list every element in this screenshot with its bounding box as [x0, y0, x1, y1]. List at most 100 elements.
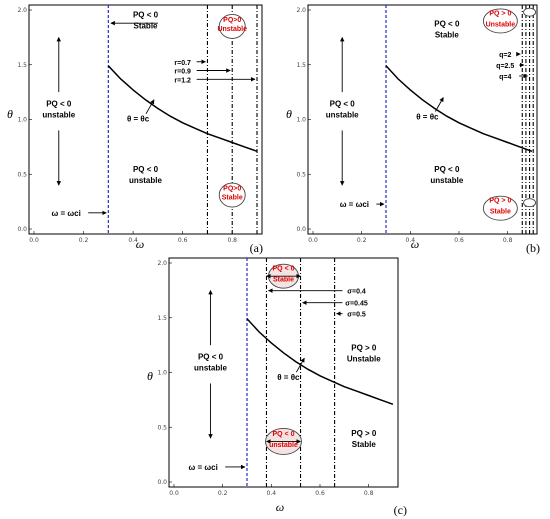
- y-axis-label: θ: [7, 107, 13, 121]
- annotation-label: σ=0.4: [347, 289, 366, 296]
- y-tick-label: 0.0: [157, 479, 167, 486]
- annotation-label: PQ < 0: [273, 266, 295, 273]
- annotation-label: Stable: [133, 22, 158, 31]
- annotation-label: ω = ωci: [189, 463, 218, 472]
- highlight-ellipse: [523, 198, 537, 208]
- annotation-label: q=2: [499, 52, 511, 59]
- panel-label: (c): [394, 503, 407, 517]
- y-tick-label: 2.0: [157, 260, 167, 267]
- panel-label: (b): [526, 241, 540, 255]
- x-axis-label: ω: [276, 500, 284, 514]
- y-tick-label: 0.0: [17, 226, 27, 233]
- annotation-label: PQ > 0: [489, 198, 511, 205]
- x-tick-label: 0.0: [169, 490, 179, 497]
- annotation-label: θ = θc: [416, 113, 439, 122]
- highlight-ellipse: [523, 7, 537, 17]
- annotation-label: θ = θc: [277, 373, 300, 382]
- annotation-label: PQ > 0: [489, 10, 511, 17]
- annotation-label: PQ < 0: [133, 11, 159, 20]
- x-tick-label: 0.6: [178, 237, 188, 244]
- highlight-ellipse: [218, 182, 246, 208]
- annotation-label: PQ>0: [223, 186, 241, 193]
- x-tick-label: 0.6: [454, 237, 464, 244]
- x-tick-label: 0.8: [503, 237, 513, 244]
- y-tick-label: 2.0: [296, 7, 306, 14]
- panel-label: (a): [250, 241, 263, 255]
- annotation-label: Stable: [352, 440, 377, 449]
- annotation-label: PQ < 0: [273, 431, 295, 438]
- annotation-label: ω = ωci: [52, 209, 81, 218]
- annotation-label: θ = θc: [127, 115, 150, 124]
- annotation-label: Unstable: [217, 26, 247, 33]
- annotation-label: PQ > 0: [351, 344, 377, 353]
- annotation-label: PQ < 0: [434, 19, 460, 28]
- annotation-label: Stable: [490, 209, 511, 216]
- annotation-label: PQ < 0: [133, 165, 159, 174]
- x-tick-label: 0.2: [79, 237, 89, 244]
- annotation-label: r=0.7: [174, 60, 191, 67]
- annotation-label: q=2.5: [496, 63, 514, 70]
- annotation-label: σ=0.45: [345, 301, 368, 308]
- annotation-label: Stable: [435, 30, 460, 39]
- y-tick-label: 2.0: [17, 7, 27, 14]
- annotation-label: r=1.2: [174, 77, 191, 84]
- y-axis-label: θ: [147, 369, 153, 383]
- x-tick-label: 0.0: [29, 237, 39, 244]
- annotation-label: ω = ωci: [340, 200, 369, 209]
- highlight-ellipse: [482, 195, 518, 221]
- annotation-label: unstable: [194, 363, 227, 372]
- annotation-label: unstable: [326, 110, 359, 119]
- x-tick-label: 0.4: [267, 490, 277, 497]
- x-axis-label: ω: [136, 237, 144, 251]
- annotation-label: PQ < 0: [434, 165, 460, 174]
- y-tick-label: 1.0: [157, 370, 167, 377]
- x-tick-label: 0.8: [227, 237, 237, 244]
- annotation-label: q=4: [499, 74, 511, 81]
- x-tick-label: 0.4: [128, 237, 138, 244]
- highlight-ellipse: [218, 13, 246, 39]
- theta-c-arrow: [295, 357, 305, 373]
- panel-a: 0.0 0.2 0.4 0.6 0.8 0.0 0.5 1.0 1.5 2.0 ω θ (a) PQ < …: [7, 4, 263, 255]
- x-tick-label: 0.8: [364, 490, 374, 497]
- annotation-label: σ=0.5: [347, 312, 366, 319]
- annotation-label: PQ > 0: [351, 429, 377, 438]
- theta-critical-curve: [246, 318, 394, 406]
- annotation-label: PQ>0: [223, 17, 241, 24]
- y-tick-label: 1.5: [17, 62, 27, 69]
- y-tick-label: 0.5: [17, 171, 27, 178]
- theta-c-arrow: [145, 99, 155, 114]
- x-tick-label: 0.2: [218, 490, 228, 497]
- annotation-label: unstable: [42, 110, 75, 119]
- annotation-label: r=0.9: [174, 69, 191, 76]
- theta-c-arrow: [434, 97, 444, 112]
- y-tick-label: 0.0: [296, 226, 306, 233]
- theta-critical-curve: [107, 65, 258, 153]
- y-axis-label: θ: [286, 107, 292, 121]
- y-tick-label: 1.0: [296, 117, 306, 124]
- x-tick-label: 0.2: [357, 237, 367, 244]
- x-axis-label: ω: [411, 237, 419, 251]
- panel-c: 0.0 0.2 0.4 0.6 0.8 0.0 0.5 1.0 1.5 2.0 ω θ (c) PQ < …: [147, 257, 407, 517]
- x-tick-label: 0.6: [315, 490, 325, 497]
- x-tick-label: 0.0: [308, 237, 318, 244]
- annotation-label: unstable: [269, 442, 298, 449]
- x-tick-label: 0.4: [406, 237, 416, 244]
- y-tick-label: 1.5: [157, 315, 167, 322]
- annotation-label: Stable: [222, 194, 243, 201]
- panel-b: 0.0 0.2 0.4 0.6 0.8 0.0 0.5 1.0 1.5 2.0 ω θ (b) PQ < …: [286, 4, 540, 255]
- y-tick-label: 1.0: [17, 117, 27, 124]
- highlight-ellipse: [482, 8, 518, 34]
- annotation-label: Unstable: [347, 355, 381, 364]
- annotation-label: PQ < 0: [330, 99, 356, 108]
- y-tick-label: 0.5: [157, 424, 167, 431]
- y-tick-label: 1.5: [296, 62, 306, 69]
- annotation-label: Unstable: [486, 21, 516, 28]
- annotation-label: unstable: [129, 176, 162, 185]
- y-tick-label: 0.5: [296, 171, 306, 178]
- annotation-label: PQ < 0: [198, 352, 224, 361]
- annotation-label: Stable: [273, 277, 294, 284]
- annotation-label: PQ < 0: [46, 99, 72, 108]
- annotation-label: unstable: [430, 176, 463, 185]
- theta-critical-curve: [385, 65, 533, 153]
